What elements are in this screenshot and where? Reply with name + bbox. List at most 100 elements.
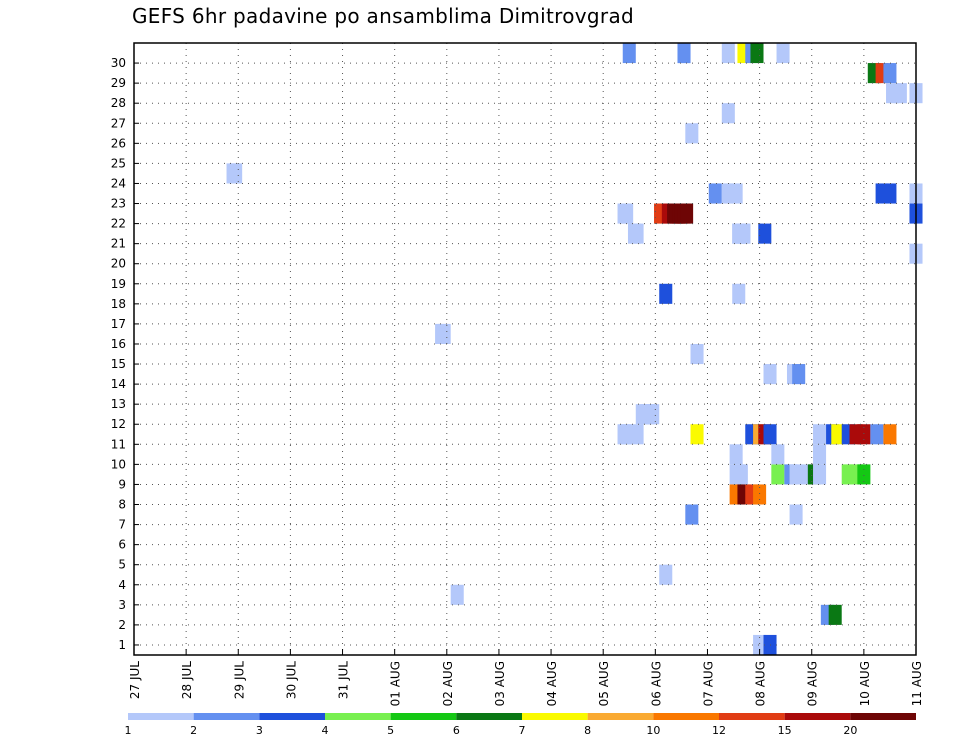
y-tick-label: 24 xyxy=(111,176,126,190)
y-tick-label: 9 xyxy=(118,477,126,491)
colorbar-segment xyxy=(128,713,194,720)
colorbar-segment xyxy=(719,713,785,720)
y-tick-label: 27 xyxy=(111,116,126,130)
colorbar: 1 2 3 4 5 6 7 8 10 12 15 20 xyxy=(125,713,916,737)
colorbar-tick-label: 7 xyxy=(519,724,526,737)
colorbar-segment xyxy=(456,713,522,720)
x-tick-label: 27 JUL xyxy=(128,661,142,699)
y-tick-label: 23 xyxy=(111,197,126,211)
data-cell xyxy=(690,424,704,445)
y-tick-label: 20 xyxy=(111,257,126,271)
y-tick-label: 15 xyxy=(111,357,126,371)
data-cell xyxy=(708,183,722,204)
colorbar-segment xyxy=(653,713,719,720)
data-cell xyxy=(792,364,806,385)
y-tick-label: 7 xyxy=(118,518,126,532)
y-tick-label: 12 xyxy=(111,417,126,431)
data-cell xyxy=(622,43,636,64)
data-cell xyxy=(646,404,660,425)
y-tick-label: 2 xyxy=(118,618,126,632)
x-tick-label: 10 AUG xyxy=(858,661,872,706)
x-tick-label: 02 AUG xyxy=(441,661,455,706)
colorbar-tick-label: 2 xyxy=(190,724,197,737)
data-cell xyxy=(771,464,785,485)
y-tick-label: 16 xyxy=(111,337,126,351)
data-cell xyxy=(763,424,777,445)
data-cells xyxy=(226,43,923,655)
plot-frame xyxy=(133,42,917,656)
colorbar-segment xyxy=(850,713,916,720)
data-cell xyxy=(753,484,767,505)
data-cell xyxy=(677,43,691,64)
data-cell xyxy=(685,504,699,525)
data-cell xyxy=(620,203,634,224)
data-cell xyxy=(685,123,699,144)
x-tick-label: 30 JUL xyxy=(284,661,298,699)
data-cell xyxy=(732,223,746,244)
data-cell xyxy=(620,424,634,445)
data-cell xyxy=(893,83,907,104)
data-cell xyxy=(750,43,764,64)
x-tick-label: 29 JUL xyxy=(232,661,246,699)
data-cell xyxy=(734,464,748,485)
data-cell xyxy=(828,604,842,625)
data-cell xyxy=(831,424,845,445)
y-tick-label: 4 xyxy=(118,578,126,592)
x-tick-label: 06 AUG xyxy=(649,661,663,706)
y-axis: 1234567891011121314151617181920212223242… xyxy=(111,56,139,652)
y-tick-label: 26 xyxy=(111,136,126,150)
data-cell xyxy=(870,424,884,445)
x-tick-label: 04 AUG xyxy=(545,661,559,706)
data-cell xyxy=(680,203,694,224)
x-tick-label: 05 AUG xyxy=(597,661,611,706)
colorbar-tick-label: 5 xyxy=(387,724,394,737)
y-tick-label: 17 xyxy=(111,317,126,331)
y-tick-label: 6 xyxy=(118,538,126,552)
data-cell xyxy=(753,634,767,655)
data-cell xyxy=(771,444,785,465)
colorbar-segment xyxy=(259,713,325,720)
data-cell xyxy=(883,424,897,445)
y-tick-label: 18 xyxy=(111,297,126,311)
x-tick-label: 11 AUG xyxy=(910,661,924,706)
x-tick-label: 01 AUG xyxy=(389,661,403,706)
colorbar-tick-label: 4 xyxy=(322,724,329,737)
colorbar-tick-label: 1 xyxy=(125,724,132,737)
data-cell xyxy=(789,504,803,525)
chart-title: GEFS 6hr padavine po ansamblima Dimitrov… xyxy=(132,4,634,28)
x-tick-label: 09 AUG xyxy=(806,661,820,706)
y-tick-label: 29 xyxy=(111,76,126,90)
data-cell xyxy=(729,183,743,204)
y-tick-label: 19 xyxy=(111,277,126,291)
y-tick-label: 14 xyxy=(111,377,126,391)
data-cell xyxy=(776,43,790,64)
data-cell xyxy=(450,584,464,605)
y-tick-label: 11 xyxy=(111,437,126,451)
data-cell xyxy=(813,424,827,445)
colorbar-segment xyxy=(587,713,654,720)
data-cell xyxy=(630,223,644,244)
x-tick-label: 08 AUG xyxy=(754,661,768,706)
colorbar-segment xyxy=(325,713,391,720)
colorbar-tick-label: 20 xyxy=(843,724,857,737)
data-cell xyxy=(721,103,735,124)
data-cell xyxy=(630,424,644,445)
x-axis: 27 JUL 28 JUL 29 JUL 30 JUL 31 JUL 01 AUG 02 A… xyxy=(128,649,924,706)
x-tick-label: 31 JUL xyxy=(337,661,351,699)
data-cell xyxy=(659,564,673,585)
x-tick-label: 07 AUG xyxy=(701,661,715,706)
colorbar-tick-label: 8 xyxy=(584,724,591,737)
data-cell xyxy=(883,63,897,84)
colorbar-segment xyxy=(784,713,851,720)
y-tick-label: 30 xyxy=(111,56,126,70)
x-tick-label: 28 JUL xyxy=(180,661,194,699)
y-tick-label: 1 xyxy=(118,638,126,652)
data-cell xyxy=(732,283,746,304)
data-cell xyxy=(729,444,743,465)
data-cell xyxy=(690,343,704,365)
colorbar-segment xyxy=(522,713,588,720)
data-cell xyxy=(659,283,673,304)
data-cell xyxy=(813,464,827,485)
y-tick-label: 21 xyxy=(111,237,126,251)
data-cell xyxy=(229,163,243,184)
